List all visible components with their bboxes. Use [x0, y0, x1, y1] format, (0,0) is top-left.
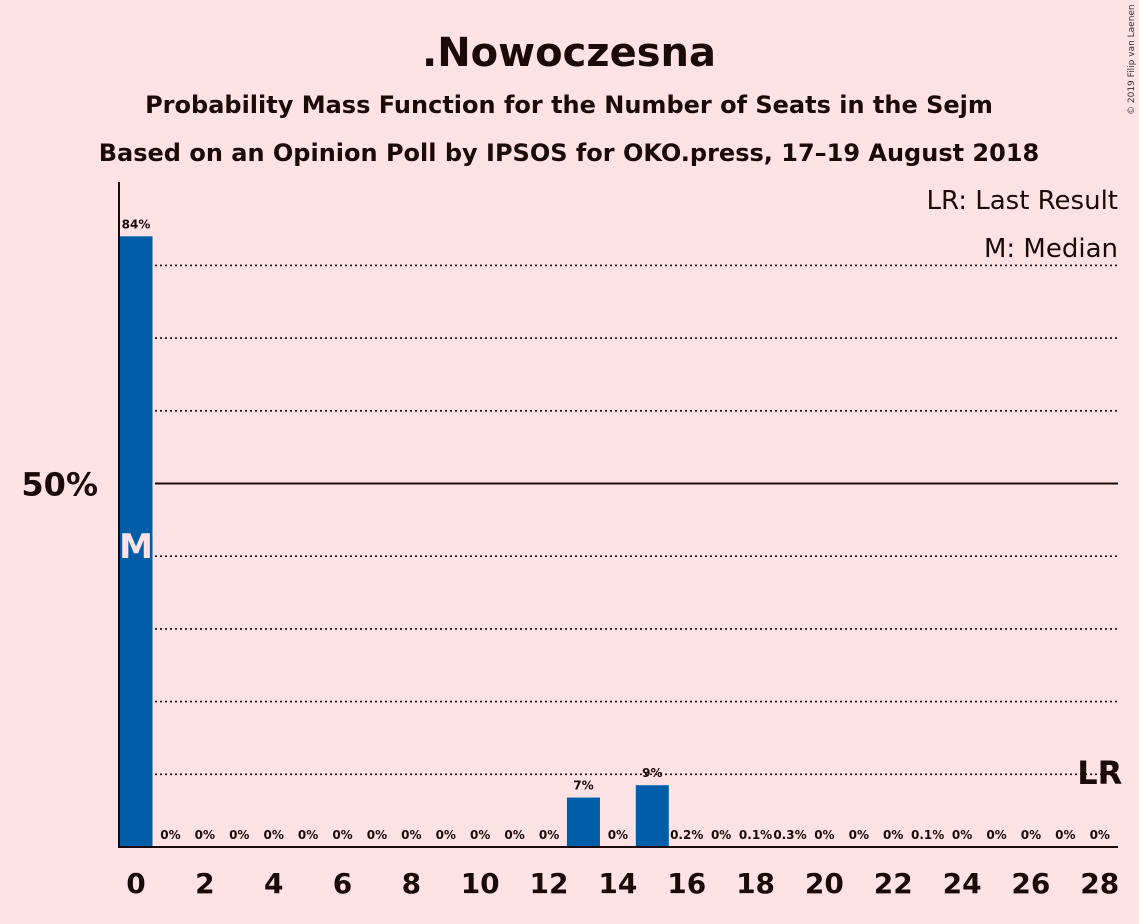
data-label-seat-8: 0%: [401, 828, 421, 842]
data-label-seat-26: 0%: [1021, 828, 1041, 842]
data-label-seat-10: 0%: [470, 828, 490, 842]
data-label-seat-7: 0%: [367, 828, 387, 842]
legend-last-result: LR: Last Result: [926, 186, 1118, 216]
x-tick-label-0: 0: [126, 867, 145, 900]
data-label-seat-11: 0%: [504, 828, 524, 842]
chart-subtitle-poll: Based on an Opinion Poll by IPSOS for OK…: [99, 139, 1039, 167]
data-label-seat-22: 0%: [883, 828, 903, 842]
x-tick-label-26: 26: [1011, 867, 1050, 900]
x-tick-label-8: 8: [402, 867, 421, 900]
x-tick-label-22: 22: [874, 867, 913, 900]
data-label-seat-9: 0%: [436, 828, 456, 842]
data-label-seat-25: 0%: [986, 828, 1006, 842]
data-label-seat-18: 0.1%: [739, 828, 772, 842]
data-label-seat-1: 0%: [160, 828, 180, 842]
data-label-seat-28: 0%: [1090, 828, 1110, 842]
chart-title: .Nowoczesna: [422, 30, 716, 76]
x-tick-label-16: 16: [667, 867, 706, 900]
data-label-seat-5: 0%: [298, 828, 318, 842]
data-labels: 84% 0% 0% 0% 0% 0% 0% 0% 0% 0% 0% 0% 0% 7% 0% 9% 0.2% 0% 0…: [119, 217, 1122, 842]
data-label-seat-12: 0%: [539, 828, 559, 842]
x-tick-label-28: 28: [1080, 867, 1119, 900]
y-tick-label-50: 50%: [21, 466, 98, 504]
x-tick-label-2: 2: [195, 867, 214, 900]
x-tick-label-18: 18: [736, 867, 775, 900]
data-label-seat-23: 0.1%: [911, 828, 944, 842]
axes: 50%0 2 4 6 8 10 12 14 16 18 20 22 24 26 28: [21, 182, 1119, 900]
legend-median: M: Median: [984, 234, 1118, 264]
data-label-seat-4: 0%: [263, 828, 283, 842]
bar-seat-0: [119, 236, 153, 847]
x-tick-label-20: 20: [805, 867, 844, 900]
data-label-seat-2: 0%: [195, 828, 215, 842]
data-label-seat-14: 0%: [608, 828, 628, 842]
x-tick-label-12: 12: [530, 867, 569, 900]
data-label-seat-6: 0%: [332, 828, 352, 842]
data-label-seat-15: 9%: [642, 766, 662, 780]
gridlines: [155, 264, 1118, 776]
data-label-seat-24: 0%: [952, 828, 972, 842]
chart-subtitle: Probability Mass Function for the Number…: [145, 91, 993, 119]
data-label-seat-13: 7%: [573, 779, 593, 793]
bars: [119, 236, 669, 847]
copyright-text: © 2019 Filip van Laenen: [1127, 4, 1137, 115]
bar-seat-15: [635, 785, 669, 847]
last-result-marker: LR: [1077, 754, 1122, 792]
data-label-seat-27: 0%: [1055, 828, 1075, 842]
median-marker: M: [119, 527, 153, 567]
data-label-seat-21: 0%: [849, 828, 869, 842]
x-tick-label-24: 24: [943, 867, 982, 900]
x-tick-label-6: 6: [333, 867, 352, 900]
bar-seat-13: [566, 797, 600, 847]
x-tick-label-4: 4: [264, 867, 283, 900]
data-label-seat-16: 0.2%: [670, 828, 703, 842]
data-label-seat-3: 0%: [229, 828, 249, 842]
data-label-seat-0: 84%: [122, 217, 151, 231]
x-tick-label-10: 10: [461, 867, 500, 900]
x-tick-label-14: 14: [598, 867, 637, 900]
data-label-seat-19: 0.3%: [773, 828, 806, 842]
data-label-seat-17: 0%: [711, 828, 731, 842]
data-label-seat-20: 0%: [814, 828, 834, 842]
